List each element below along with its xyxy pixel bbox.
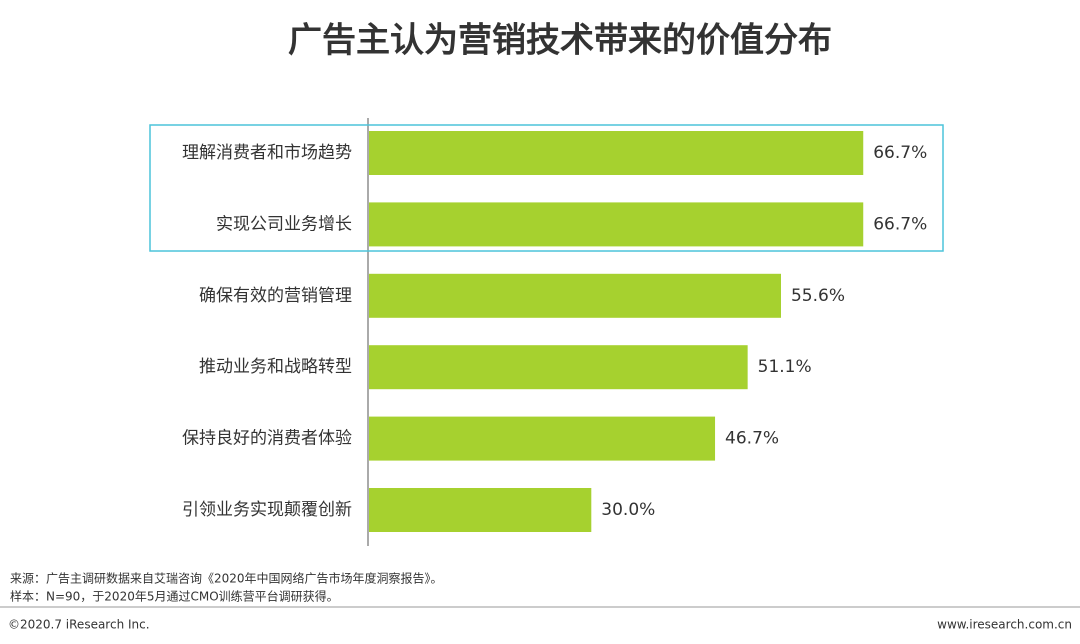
sample-note: 样本：N=90，于2020年5月通过CMO训练营平台调研获得。 xyxy=(10,589,339,604)
source-note: 来源：广告主调研数据来自艾瑞咨询《2020年中国网络广告市场年度洞察报告》。 xyxy=(10,571,443,586)
value-label: 66.7% xyxy=(873,214,927,234)
value-label: 51.1% xyxy=(758,357,812,377)
website: www.iresearch.com.cn xyxy=(937,618,1072,632)
chart-title: 广告主认为营销技术带来的价值分布 xyxy=(288,21,832,61)
bar xyxy=(369,416,716,461)
value-label: 46.7% xyxy=(725,429,779,449)
category-label: 理解消费者和市场趋势 xyxy=(182,143,352,163)
value-label: 55.6% xyxy=(791,286,845,306)
bar xyxy=(369,202,864,247)
category-label: 推动业务和战略转型 xyxy=(199,357,352,377)
value-label: 30.0% xyxy=(601,500,655,520)
category-label: 引领业务实现颠覆创新 xyxy=(182,500,352,520)
highlight-box xyxy=(149,124,944,252)
copyright: ©2020.7 iResearch Inc. xyxy=(8,618,150,632)
bar xyxy=(369,345,748,390)
bar xyxy=(369,273,781,318)
category-label: 保持良好的消费者体验 xyxy=(182,429,352,449)
category-label: 实现公司业务增长 xyxy=(216,214,352,234)
bar xyxy=(369,131,864,175)
bar xyxy=(369,488,592,532)
value-label: 66.7% xyxy=(873,143,927,163)
category-label: 确保有效的营销管理 xyxy=(199,286,352,306)
